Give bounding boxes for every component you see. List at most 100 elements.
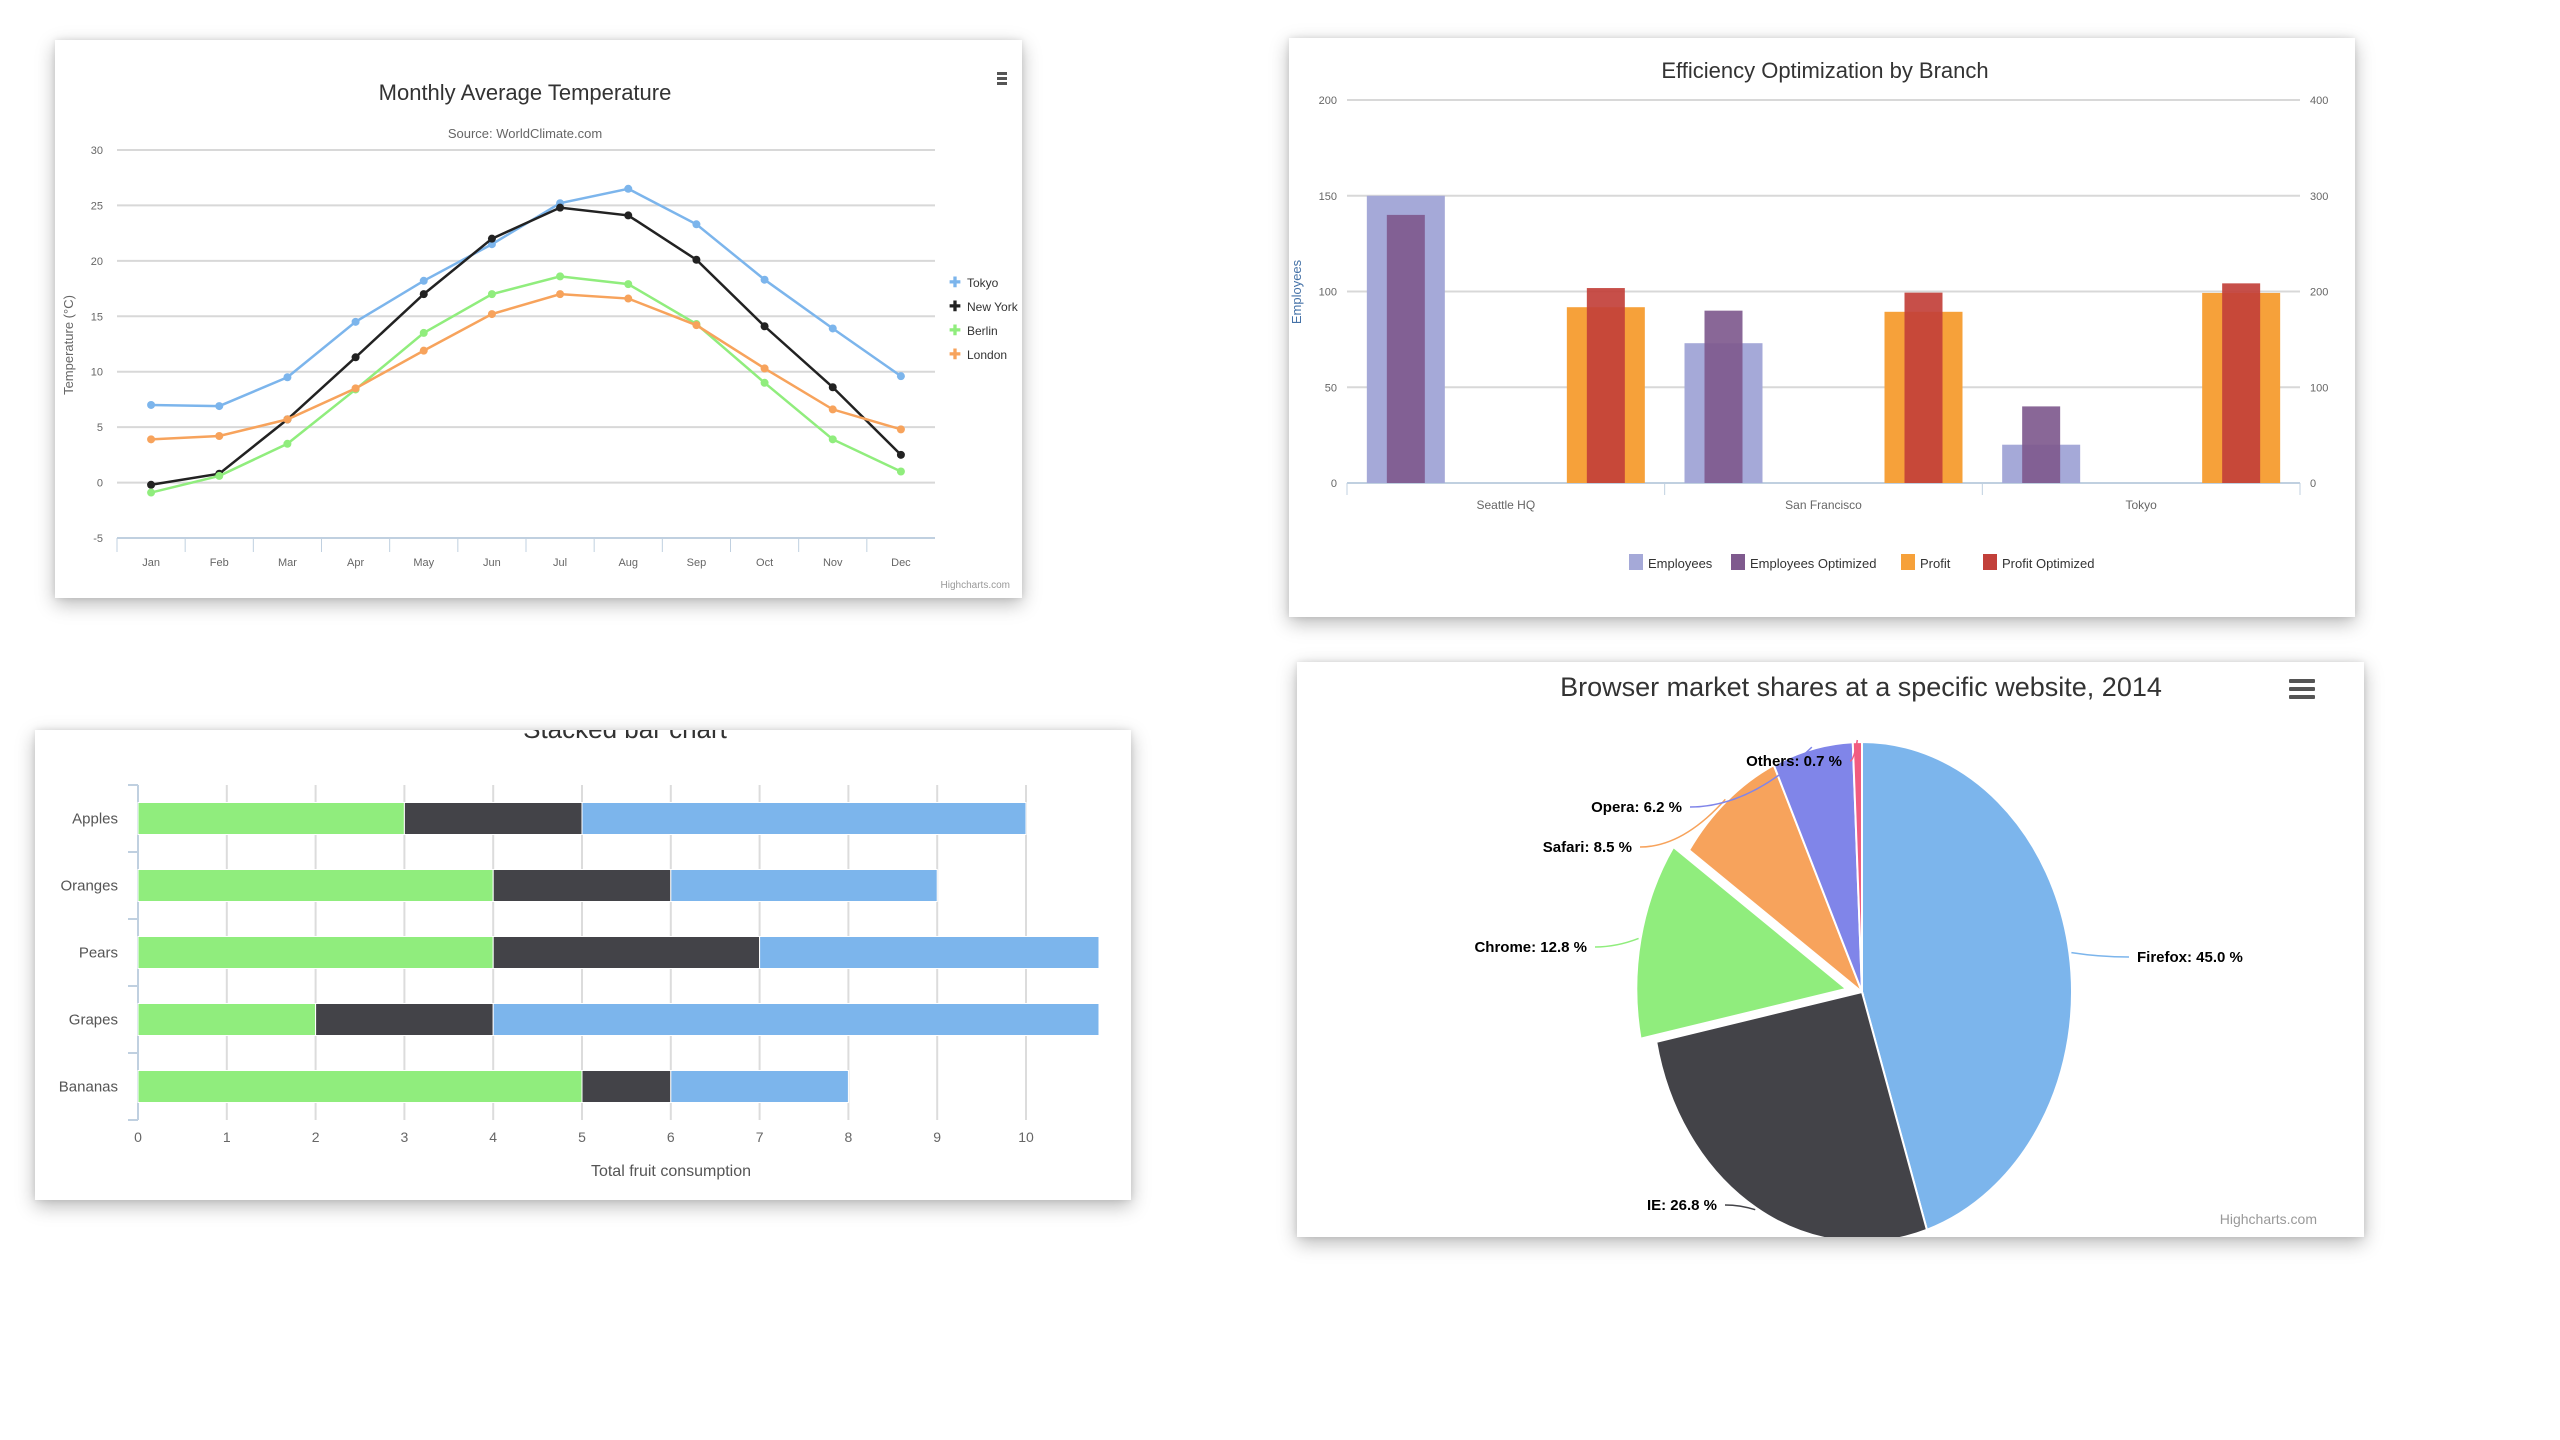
data-point[interactable] [283, 415, 292, 424]
data-point[interactable] [351, 384, 360, 393]
y-tick-label: 10 [91, 367, 103, 379]
legend-label: Employees [1648, 556, 1713, 571]
data-point[interactable] [760, 322, 769, 331]
bar-segment-john[interactable] [492, 1003, 1100, 1036]
bar-segment-john[interactable] [759, 936, 1100, 969]
data-point[interactable] [487, 290, 496, 299]
bar-segment-joe[interactable] [137, 1003, 317, 1036]
data-point[interactable] [487, 240, 496, 249]
data-point[interactable] [351, 317, 360, 326]
legend-item-tokyo[interactable]: ✚ Tokyo [949, 274, 999, 290]
data-point[interactable] [692, 321, 701, 330]
bar-segment-john[interactable] [581, 802, 1027, 835]
data-point[interactable] [419, 328, 428, 337]
x-tick-label: Jun [483, 557, 501, 569]
data-point[interactable] [215, 402, 224, 411]
bar-segment-jane[interactable] [492, 936, 761, 969]
y2-tick-label: 200 [2310, 287, 2328, 299]
x-tick-label: 5 [578, 1129, 586, 1145]
connector-line [1594, 937, 1639, 948]
data-point[interactable] [147, 435, 156, 444]
data-point[interactable] [760, 275, 769, 284]
data-point[interactable] [283, 439, 292, 448]
series-line-london[interactable] [151, 292, 902, 441]
legend-item-profit[interactable]: Profit [1901, 554, 1951, 571]
bar-segment-joe[interactable] [137, 936, 494, 969]
bar-segment-joe[interactable] [137, 802, 405, 835]
bar-segment-jane[interactable] [492, 869, 672, 902]
x-tick-label: May [413, 557, 434, 569]
bar-segment-jane[interactable] [581, 1070, 672, 1103]
data-point[interactable] [896, 372, 905, 381]
data-point[interactable] [760, 364, 769, 373]
bar-segment-jane[interactable] [315, 1003, 494, 1036]
y-tick-label: 0 [1331, 478, 1337, 490]
bar-segment-joe[interactable] [137, 869, 494, 902]
data-point[interactable] [419, 346, 428, 355]
data-point[interactable] [624, 184, 633, 193]
pie-slice-chrome[interactable] [1635, 845, 1849, 1040]
line-chart-credits[interactable]: Highcharts.com [941, 580, 1010, 591]
bar-segment-joe[interactable] [137, 1070, 583, 1103]
data-point[interactable] [147, 400, 156, 409]
data-point[interactable] [624, 294, 633, 303]
data-point[interactable] [828, 324, 837, 333]
data-point[interactable] [283, 373, 292, 382]
data-point[interactable] [487, 310, 496, 319]
bar-profit-optimized[interactable] [1904, 292, 1943, 483]
data-point[interactable] [896, 467, 905, 476]
bar-profit-optimized[interactable] [1586, 288, 1625, 483]
y-tick-label: Bananas [59, 1079, 118, 1096]
data-point[interactable] [419, 290, 428, 299]
y-tick-label: 100 [1319, 287, 1337, 299]
legend-item-profit-optimized[interactable]: Profit Optimized [1983, 554, 2094, 571]
data-point[interactable] [692, 220, 701, 229]
connector-line [1689, 746, 1813, 808]
legend-item-berlin[interactable]: ✚ Berlin [949, 322, 998, 338]
bar-employees-optimized[interactable] [2022, 406, 2061, 483]
data-point[interactable] [896, 425, 905, 434]
legend-label: New York [967, 300, 1019, 314]
series-line-new-york[interactable] [150, 206, 902, 487]
bar-profit-optimized[interactable] [2222, 283, 2261, 483]
data-point[interactable] [896, 450, 905, 459]
data-point[interactable] [828, 383, 837, 392]
bar-segment-jane[interactable] [403, 802, 583, 835]
series-line-berlin[interactable] [150, 275, 902, 494]
series-line-tokyo[interactable] [151, 187, 902, 408]
data-point[interactable] [624, 280, 633, 289]
bar-segment-john[interactable] [670, 869, 938, 902]
data-point[interactable] [828, 435, 837, 444]
data-point[interactable] [215, 432, 224, 441]
data-point[interactable] [215, 471, 224, 480]
data-point[interactable] [828, 405, 837, 414]
data-point[interactable] [147, 488, 156, 497]
pie-data-label: Opera: 6.2 % [1591, 799, 1682, 816]
x-tick-label: San Francisco [1785, 498, 1862, 512]
pie-slice-ie[interactable] [1655, 990, 1929, 1237]
data-point[interactable] [760, 378, 769, 387]
legend-item-london[interactable]: ✚ London [949, 346, 1007, 362]
pie-slice-firefox[interactable] [1861, 740, 2073, 1232]
data-point[interactable] [556, 272, 565, 281]
line-chart-title: Monthly Average Temperature [379, 80, 672, 105]
pie-data-label: Others: 0.7 % [1746, 753, 1842, 770]
data-point[interactable] [624, 211, 633, 220]
pie-chart-credits[interactable]: Highcharts.com [2220, 1211, 2317, 1227]
hamburger-menu-icon[interactable] [997, 72, 1007, 85]
data-point[interactable] [556, 290, 565, 299]
data-point[interactable] [419, 276, 428, 285]
bar-segment-john[interactable] [670, 1070, 849, 1103]
data-point[interactable] [147, 480, 156, 489]
data-point[interactable] [487, 234, 496, 243]
legend-item-employees[interactable]: Employees [1629, 554, 1713, 571]
data-point[interactable] [692, 255, 701, 264]
data-point[interactable] [556, 203, 565, 212]
data-point[interactable] [351, 353, 360, 362]
hamburger-menu-icon[interactable] [2289, 679, 2315, 699]
bar-employees-optimized[interactable] [1386, 214, 1425, 483]
x-tick-label: Jan [142, 557, 160, 569]
bar-employees-optimized[interactable] [1704, 310, 1743, 483]
legend-item-new-york[interactable]: ✚ New York [949, 298, 1019, 314]
legend-item-employees-optimized[interactable]: Employees Optimized [1731, 554, 1876, 571]
